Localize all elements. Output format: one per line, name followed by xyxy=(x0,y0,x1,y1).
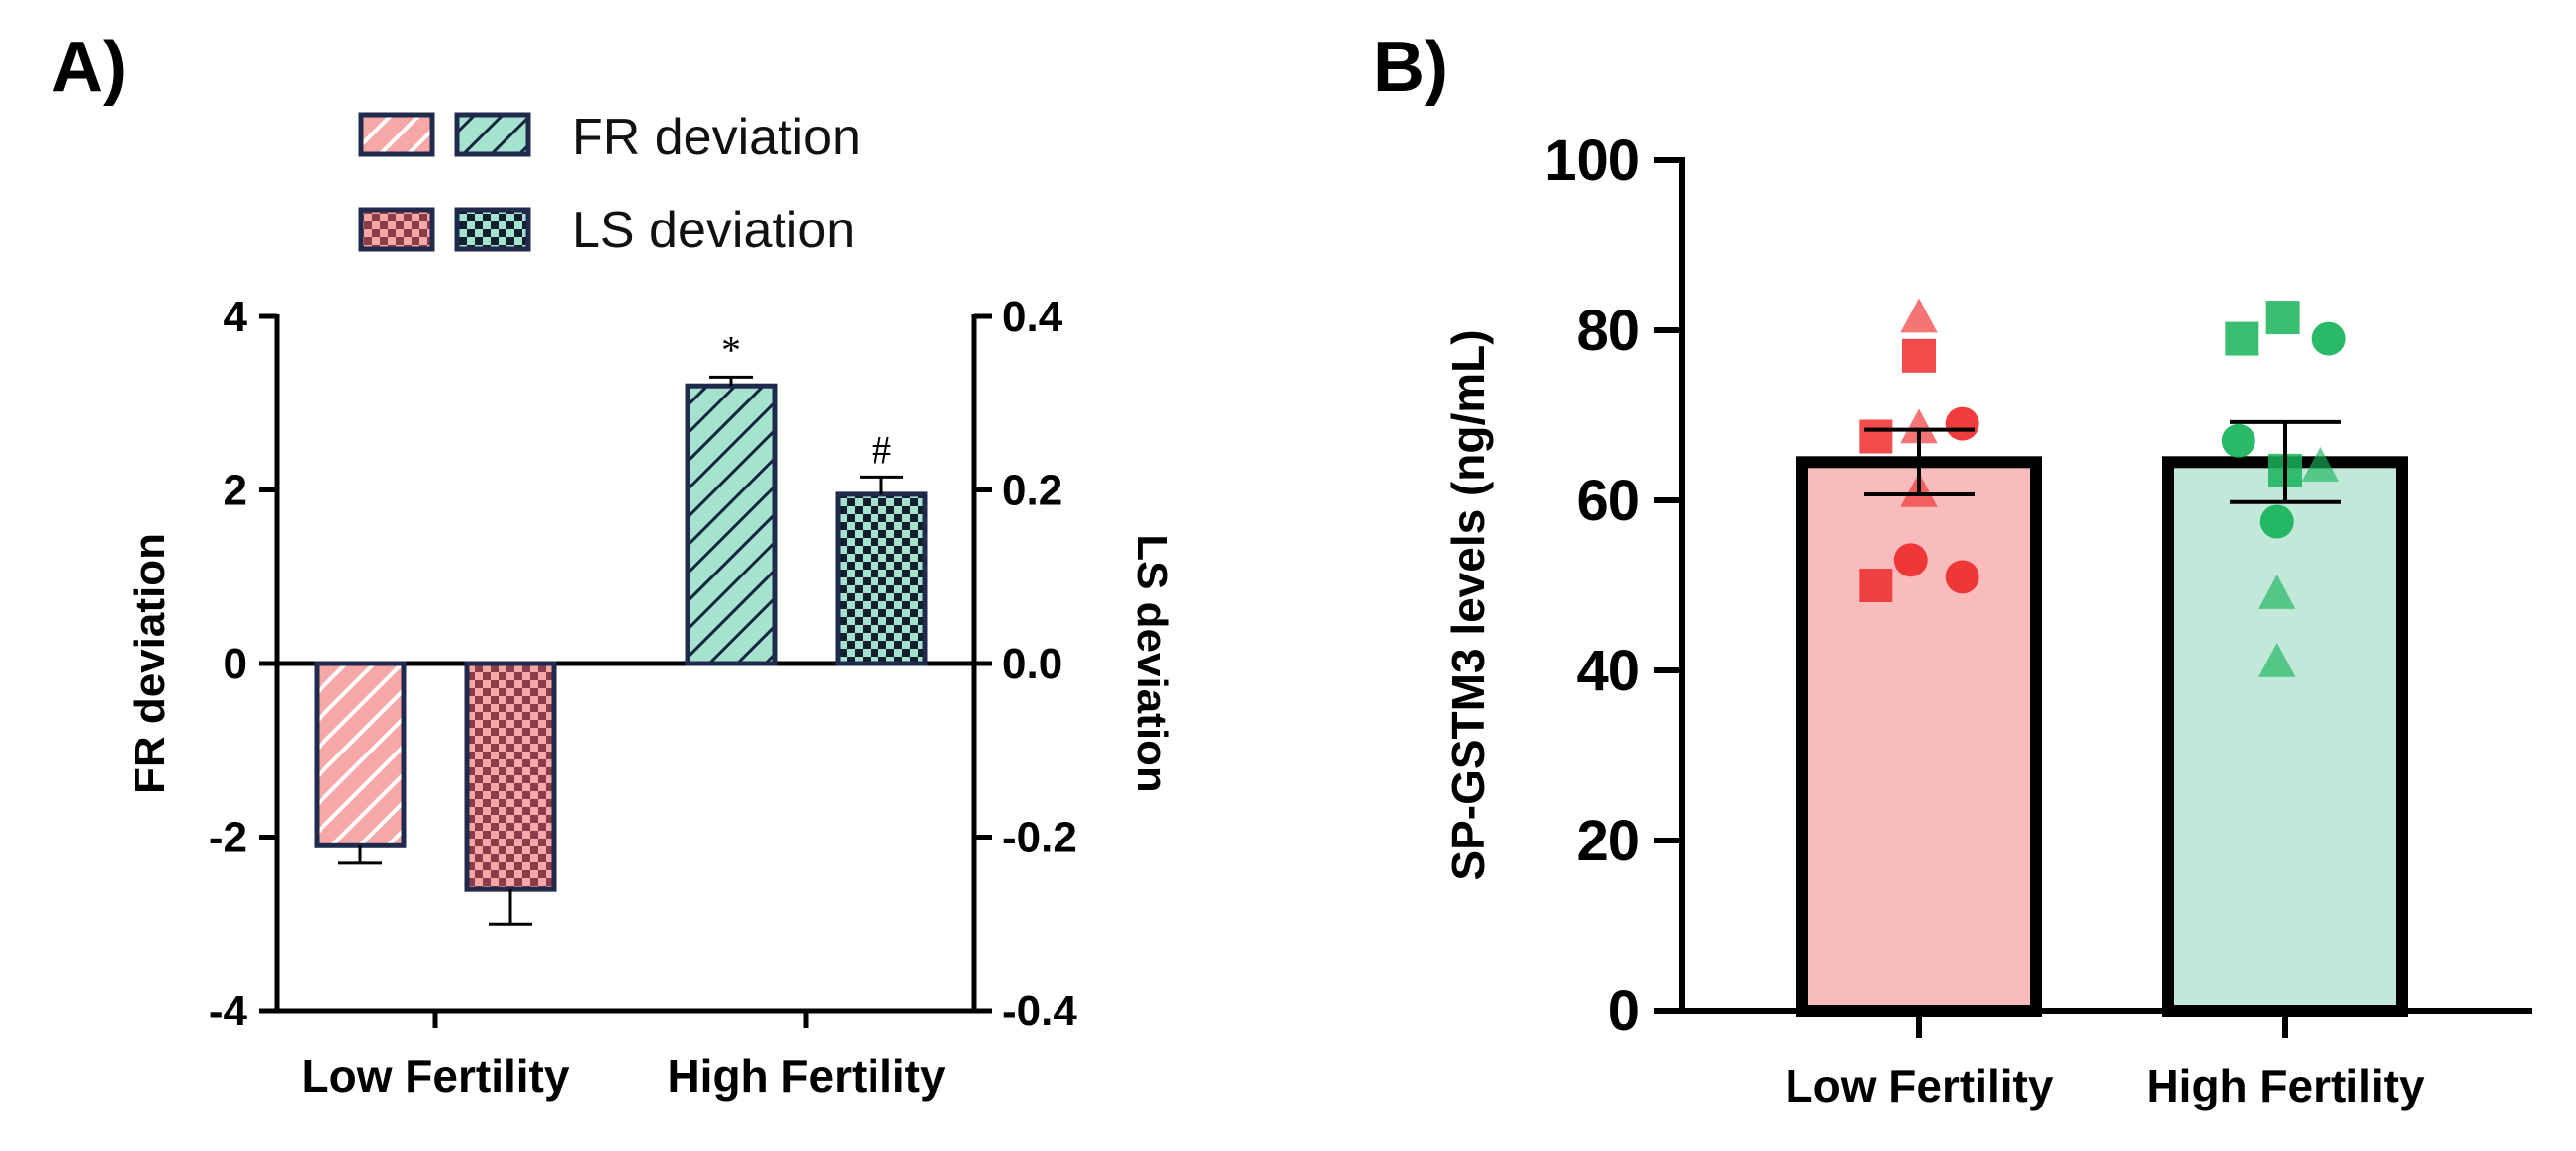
data-point-square xyxy=(1859,569,1893,602)
left-y-tick-label: 2 xyxy=(224,467,247,515)
x-category-label: Low Fertility xyxy=(1786,1060,2054,1111)
left-y-tick-label: 4 xyxy=(224,293,248,341)
y-tick-label: 0 xyxy=(1609,979,1640,1043)
x-category-label: Low Fertility xyxy=(302,1050,570,1102)
bar xyxy=(314,661,407,848)
right-y-tick-label: -0.2 xyxy=(1002,814,1077,862)
data-point-triangle xyxy=(2258,575,2296,609)
bar xyxy=(2162,456,2408,1017)
panel-b-label: B) xyxy=(1373,28,1448,107)
left-y-tick-label: -4 xyxy=(209,987,248,1035)
y-tick-label: 60 xyxy=(1576,469,1640,533)
left-y-tick-label: 0 xyxy=(224,640,247,688)
panel-a-plot-area: -4 -2 0 2 4 -0.4 -0.2 0.0 0.2 0.4 FR deviation LS d… xyxy=(126,293,1176,1102)
legend-swatch-fr-high xyxy=(454,112,531,157)
right-y-tick-label: -0.4 xyxy=(1002,987,1077,1035)
data-point-circle xyxy=(1945,560,1979,594)
panel-b-plot-area: 0 20 40 60 80 100 SP-GSTM3 levels (ng/mL) Low F… xyxy=(1442,129,2532,1111)
legend-swatch-fr-low xyxy=(358,112,435,157)
data-point-triangle xyxy=(1900,408,1938,444)
x-category-label: High Fertility xyxy=(2146,1060,2425,1111)
data-point-square xyxy=(2265,301,2300,335)
y-tick-label: 40 xyxy=(1576,639,1640,703)
right-y-tick-label: 0.2 xyxy=(1002,467,1062,515)
significance-marker: * xyxy=(721,327,741,372)
legend-swatch-ls-high xyxy=(454,207,531,252)
data-point-circle xyxy=(2221,423,2255,458)
data-point-circle xyxy=(1893,543,1928,577)
y-axis-title: SP-GSTM3 levels (ng/mL) xyxy=(1442,329,1494,880)
legend-ls-label: LS deviation xyxy=(572,202,855,259)
x-category-label: High Fertility xyxy=(667,1050,946,1102)
panel-a-chart: A) FR deviation LS deviation -4 -2 0 2 4 -0.4… xyxy=(51,28,1176,1102)
bar xyxy=(835,491,928,666)
y-tick-label: 100 xyxy=(1544,129,1640,193)
bar xyxy=(464,661,557,892)
left-y-tick-label: -2 xyxy=(209,814,247,862)
data-point-circle xyxy=(1945,406,1979,441)
left-y-axis-title: FR deviation xyxy=(126,533,174,794)
data-point-circle xyxy=(2259,504,2294,539)
right-y-tick-label: 0.4 xyxy=(1002,293,1063,341)
significance-marker: # xyxy=(872,427,891,472)
y-tick-label: 20 xyxy=(1576,809,1640,873)
data-point-square xyxy=(1902,338,1936,373)
panel-a-legend: FR deviation LS deviation xyxy=(358,109,861,259)
panel-b-chart: B) 0 20 40 60 80 100 SP-GSTM3 levels (ng/mL) Lo… xyxy=(1373,28,2532,1111)
right-y-tick-label: 0.0 xyxy=(1002,640,1062,688)
bar xyxy=(685,383,778,666)
data-point-square xyxy=(2225,321,2259,356)
legend-fr-label: FR deviation xyxy=(572,109,861,166)
bar xyxy=(1796,456,2042,1017)
right-y-axis-title: LS deviation xyxy=(1128,534,1176,793)
y-tick-label: 80 xyxy=(1576,299,1640,363)
data-point-triangle xyxy=(2301,447,2340,482)
data-point-triangle xyxy=(1900,298,1938,333)
legend-swatch-ls-low xyxy=(358,207,435,252)
data-point-square xyxy=(1859,419,1893,454)
data-point-triangle xyxy=(2258,642,2296,677)
panel-a-label: A) xyxy=(51,28,127,107)
data-point-circle xyxy=(2311,321,2346,356)
